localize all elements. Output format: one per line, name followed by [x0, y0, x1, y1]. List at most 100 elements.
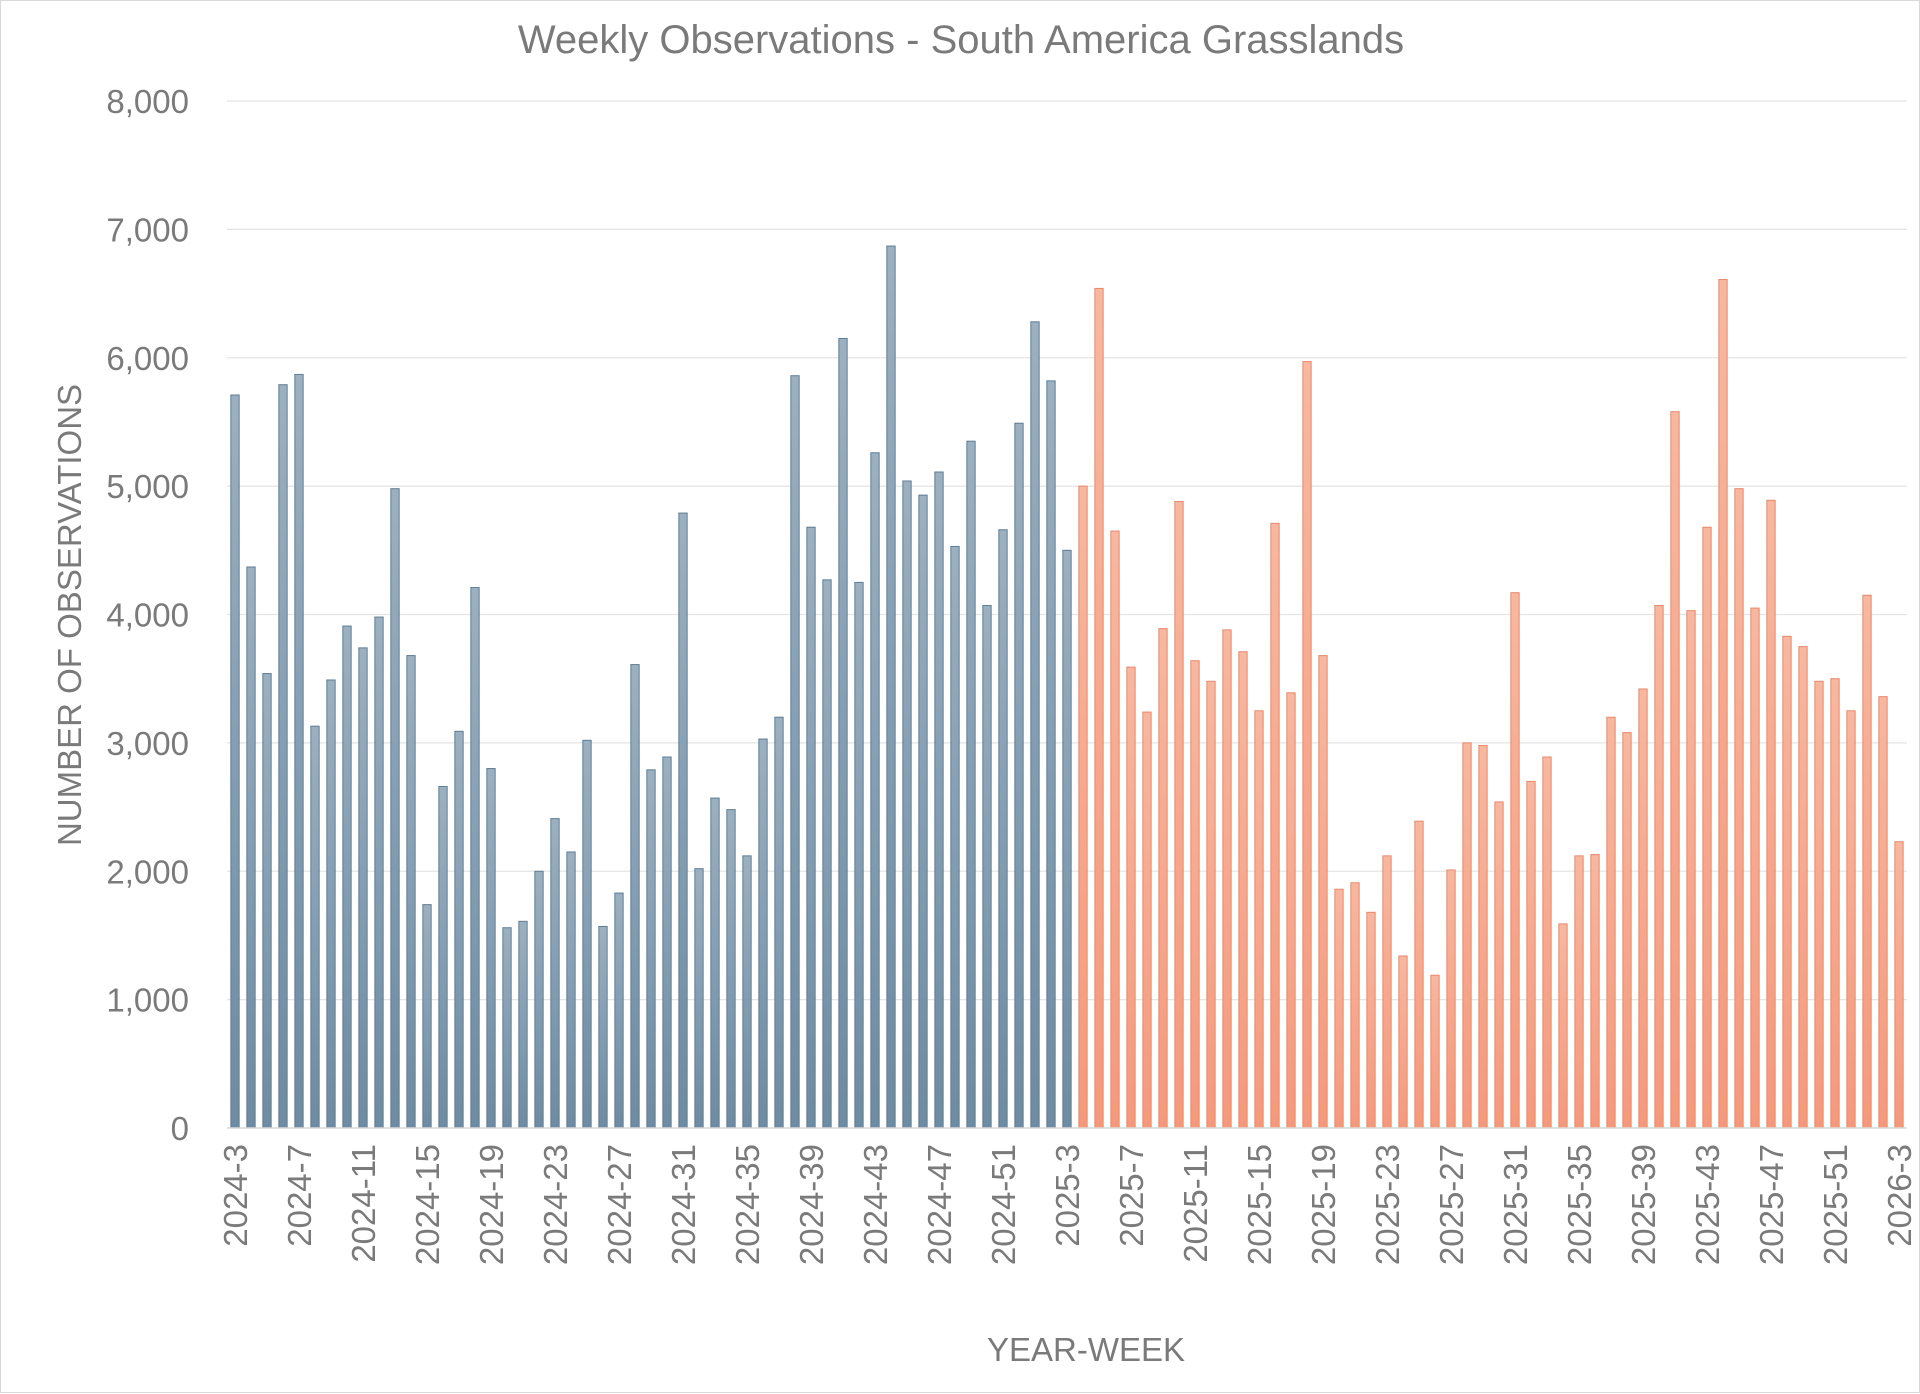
bar-2024 — [774, 716, 784, 1129]
bar-2024 — [710, 797, 720, 1129]
x-tick-label: 2024-31 — [665, 1144, 702, 1265]
bar-2025 — [1670, 411, 1680, 1129]
bar-2024 — [902, 480, 912, 1129]
bar-2024 — [262, 673, 272, 1129]
bar-2024 — [1030, 321, 1040, 1129]
bar-2025 — [1686, 610, 1696, 1129]
bar-2024 — [918, 494, 928, 1129]
y-tick-label: 7,000 — [106, 211, 189, 248]
bar-2025 — [1382, 855, 1392, 1129]
bar-2024 — [374, 616, 384, 1129]
x-axis-label: YEAR-WEEK — [987, 1331, 1185, 1368]
x-axis-ticks: 2024-3 2024-7 2024-11 2024-15 2024-19 2024-23… — [217, 1144, 1918, 1265]
bar-2025 — [1398, 955, 1408, 1129]
bar-2025 — [1702, 526, 1712, 1129]
x-tick-label: 2025-35 — [1561, 1144, 1598, 1265]
bar-2025 — [1510, 592, 1520, 1129]
bar-2025 — [1302, 361, 1312, 1129]
y-axis-ticks: 0 1,000 2,000 3,000 4,000 5,000 6,000 7,000 8,00… — [106, 83, 189, 1147]
bar-2025 — [1238, 651, 1248, 1129]
bar-2024 — [1046, 380, 1056, 1129]
x-tick-label: 2024-43 — [857, 1144, 894, 1265]
bar-2025 — [1894, 841, 1904, 1129]
x-tick-label: 2024-23 — [537, 1144, 574, 1265]
bar-2025 — [1638, 688, 1648, 1129]
bar-2024 — [742, 855, 752, 1129]
bar-2024 — [982, 605, 992, 1129]
bar-2024 — [582, 739, 592, 1129]
bar-2024 — [310, 725, 320, 1129]
y-tick-label: 2,000 — [106, 853, 189, 890]
x-tick-label: 2025-19 — [1305, 1144, 1342, 1265]
bar-2025 — [1430, 974, 1440, 1129]
bar-2025 — [1878, 696, 1888, 1129]
bar-2024 — [566, 851, 576, 1129]
bar-2025 — [1558, 923, 1568, 1129]
bar-2024 — [966, 440, 976, 1129]
bar-2025 — [1446, 869, 1456, 1129]
bar-2025 — [1350, 882, 1360, 1129]
bar-2024 — [422, 904, 432, 1129]
x-tick-label: 2025-39 — [1625, 1144, 1662, 1265]
bar-2024 — [454, 730, 464, 1129]
chart-title: Weekly Observations - South America Gras… — [518, 18, 1404, 62]
bar-2025 — [1542, 756, 1552, 1129]
bar-2024 — [1062, 549, 1072, 1129]
bar-2025 — [1190, 660, 1200, 1129]
x-tick-label: 2024-47 — [921, 1144, 958, 1265]
x-tick-label: 2024-3 — [217, 1144, 254, 1247]
x-tick-label: 2025-7 — [1113, 1144, 1150, 1247]
bar-2025 — [1798, 646, 1808, 1129]
bar-2025 — [1766, 499, 1776, 1129]
bar-2024 — [854, 581, 864, 1129]
y-tick-label: 3,000 — [106, 725, 189, 762]
bar-2024 — [230, 394, 240, 1129]
bar-2024 — [758, 738, 768, 1129]
bar-2024 — [550, 818, 560, 1129]
bar-2024 — [358, 647, 368, 1129]
bar-2025 — [1526, 780, 1536, 1129]
bar-2024 — [598, 925, 608, 1129]
bar-2025 — [1158, 628, 1168, 1129]
x-tick-label: 2024-39 — [793, 1144, 830, 1265]
bar-2024 — [646, 769, 656, 1129]
bar-2024 — [790, 375, 800, 1129]
x-tick-label: 2024-7 — [281, 1144, 318, 1247]
y-tick-label: 4,000 — [106, 597, 189, 634]
bar-2025 — [1862, 594, 1872, 1129]
bars — [230, 245, 1904, 1129]
bar-2024 — [870, 452, 880, 1129]
y-axis-label: NUMBER OF OBSERVATIONS — [51, 384, 88, 846]
bar-2024 — [662, 756, 672, 1129]
bar-2024 — [406, 655, 416, 1129]
bar-2025 — [1254, 710, 1264, 1129]
bar-2024 — [278, 384, 288, 1129]
x-tick-label: 2024-27 — [601, 1144, 638, 1265]
x-tick-label: 2025-51 — [1817, 1144, 1854, 1265]
bar-2025 — [1206, 680, 1216, 1129]
x-tick-label: 2024-15 — [409, 1144, 446, 1265]
x-tick-label: 2024-19 — [473, 1144, 510, 1265]
bar-2024 — [694, 868, 704, 1129]
bar-2024 — [246, 566, 256, 1129]
bar-2025 — [1734, 488, 1744, 1129]
x-tick-label: 2025-3 — [1049, 1144, 1086, 1247]
bar-2025 — [1222, 629, 1232, 1129]
x-tick-label: 2025-47 — [1753, 1144, 1790, 1265]
bar-2025 — [1622, 732, 1632, 1129]
bar-2024 — [950, 545, 960, 1129]
bar-2024 — [822, 579, 832, 1129]
y-tick-label: 1,000 — [106, 982, 189, 1019]
bar-2024 — [726, 809, 736, 1129]
x-tick-label: 2025-27 — [1433, 1144, 1470, 1265]
y-tick-label: 6,000 — [106, 340, 189, 377]
bar-2024 — [438, 786, 448, 1129]
bar-2024 — [294, 373, 304, 1129]
bar-2025 — [1094, 287, 1104, 1129]
bar-2024 — [342, 625, 352, 1129]
bar-2024 — [886, 245, 896, 1129]
x-tick-label: 2025-43 — [1689, 1144, 1726, 1265]
bar-2024 — [806, 526, 816, 1129]
bar-2025 — [1830, 678, 1840, 1129]
bar-2024 — [678, 512, 688, 1129]
